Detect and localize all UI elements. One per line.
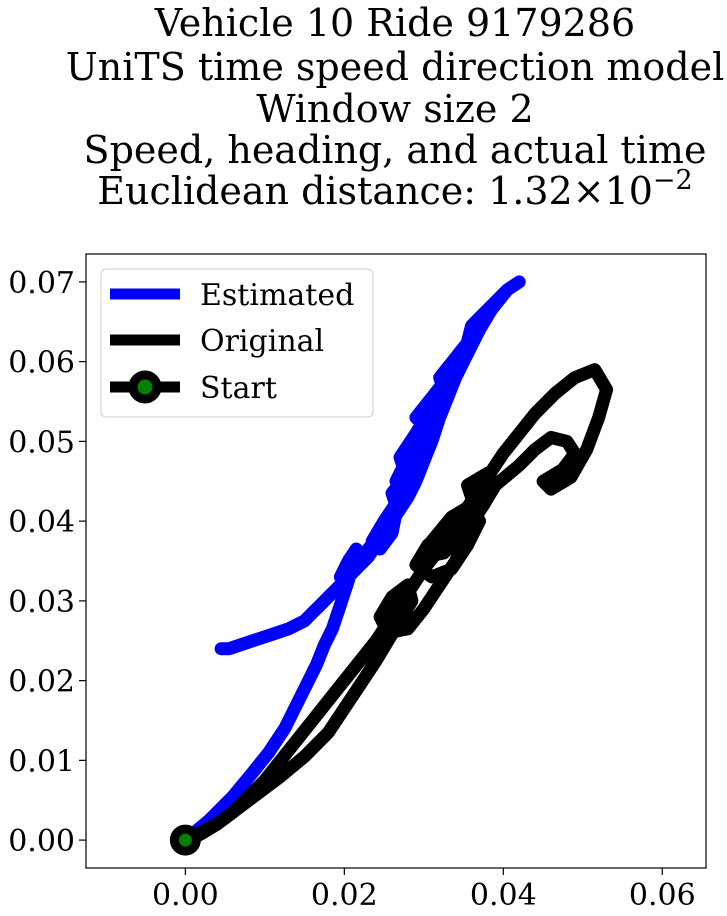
chart-title: Vehicle 10 Ride 9179286 UniTS time speed… [66, 1, 725, 213]
title-line-1: Vehicle 10 Ride 9179286 [154, 1, 635, 45]
legend-item-original: Original [110, 324, 324, 359]
legend-item-estimated: Estimated [110, 278, 354, 313]
legend-label-start: Start [200, 371, 277, 406]
legend-label-original: Original [200, 324, 324, 359]
legend-label-estimated: Estimated [200, 278, 354, 313]
y-tick-label: 0.03 [8, 585, 75, 620]
legend: Estimated Original Start [100, 268, 374, 418]
title-metric-prefix: Euclidean distance: [97, 169, 488, 213]
series-line-original [178, 363, 614, 847]
y-axis: 0.00 0.01 0.02 0.03 0.04 0.05 0.06 0.07 [8, 266, 86, 859]
title-metric-base: 10 [605, 169, 653, 213]
title-line-3: Window size 2 [256, 87, 533, 131]
y-tick-label: 0.07 [8, 266, 75, 301]
title-line-2: UniTS time speed direction model [66, 45, 725, 89]
x-tick-label: 0.06 [629, 878, 696, 913]
title-metric-times: × [573, 169, 605, 213]
x-tick-label: 0.02 [311, 878, 378, 913]
series-line-estimated [178, 275, 526, 847]
start-marker [169, 824, 201, 856]
title-metric-value: 1.32 [488, 169, 573, 213]
title-metric-line: Euclidean distance: 1.32×10−2 [97, 165, 692, 213]
y-tick-label: 0.05 [8, 425, 75, 460]
legend-item-start: Start [110, 370, 277, 406]
x-tick-label: 0.00 [152, 878, 219, 913]
legend-marker-start [128, 370, 162, 404]
y-tick-label: 0.06 [8, 346, 75, 381]
y-tick-label: 0.02 [8, 665, 75, 700]
legend-box [100, 268, 374, 418]
series-layer [178, 275, 614, 847]
plot-frame [85, 253, 707, 869]
y-tick-label: 0.04 [8, 505, 75, 540]
start-layer [169, 824, 201, 856]
title-metric-exponent: −2 [653, 165, 693, 196]
x-tick-label: 0.04 [470, 878, 537, 913]
x-axis: 0.00 0.02 0.04 0.06 [152, 868, 696, 913]
y-tick-label: 0.00 [8, 824, 75, 859]
title-line-4: Speed, heading, and actual time [84, 128, 707, 172]
y-tick-label: 0.01 [8, 744, 75, 779]
